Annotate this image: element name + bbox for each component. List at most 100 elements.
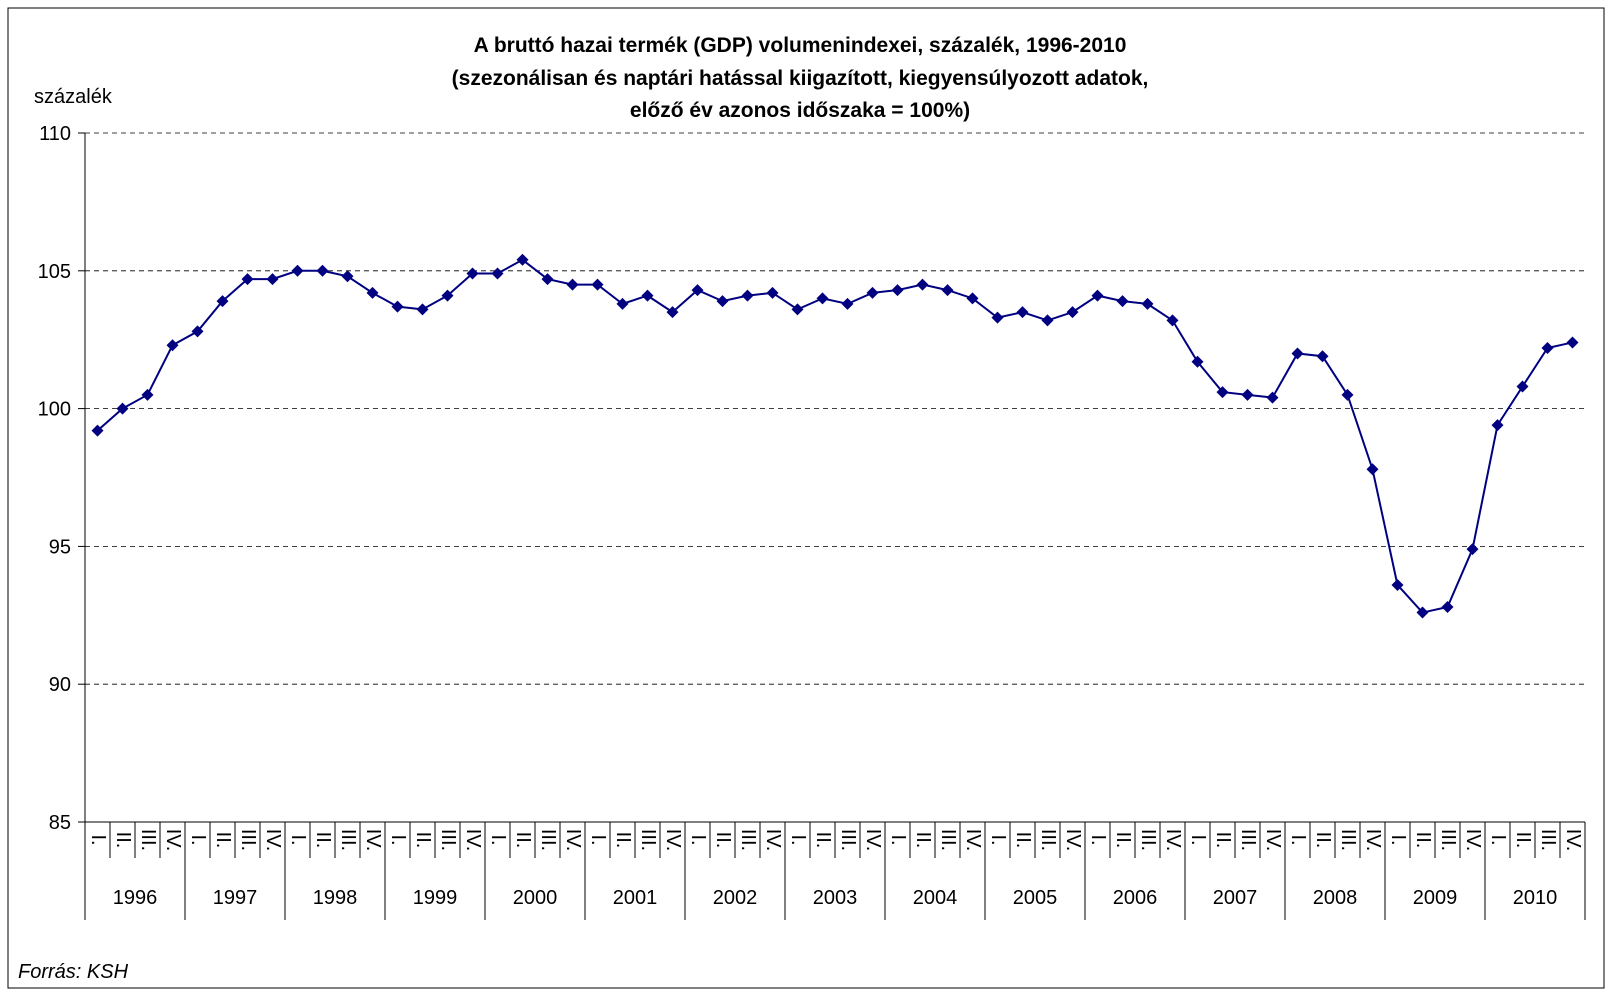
marker bbox=[1391, 578, 1404, 591]
x-tick-label: II. bbox=[112, 832, 134, 849]
marker bbox=[1166, 314, 1179, 327]
x-tick-label: III. bbox=[737, 829, 759, 851]
marker bbox=[316, 264, 329, 277]
marker bbox=[1241, 388, 1254, 401]
marker bbox=[266, 273, 279, 286]
marker bbox=[791, 303, 804, 316]
y-tick-label: 105 bbox=[38, 261, 71, 283]
x-tick-label: II. bbox=[1012, 832, 1034, 849]
marker bbox=[441, 289, 454, 302]
x-tick-label: I. bbox=[1387, 834, 1409, 845]
marker bbox=[1466, 543, 1479, 556]
x-tick-label: I. bbox=[487, 834, 509, 845]
marker bbox=[691, 284, 704, 297]
x-tick-label: III. bbox=[1537, 829, 1559, 851]
chart-subtitle: előző év azonos időszaka = 100%) bbox=[630, 99, 970, 122]
x-tick-label: IV. bbox=[1462, 829, 1484, 852]
year-label: 1997 bbox=[213, 887, 258, 909]
x-tick-label: I. bbox=[687, 834, 709, 845]
year-label: 2004 bbox=[913, 887, 958, 909]
x-tick-label: IV. bbox=[562, 829, 584, 852]
marker bbox=[241, 273, 254, 286]
x-tick-label: IV. bbox=[462, 829, 484, 852]
year-label: 1999 bbox=[413, 887, 458, 909]
year-label: 2006 bbox=[1113, 887, 1158, 909]
marker bbox=[1041, 314, 1054, 327]
marker bbox=[291, 264, 304, 277]
marker bbox=[591, 278, 604, 291]
year-label: 2000 bbox=[513, 887, 558, 909]
x-tick-label: II. bbox=[712, 832, 734, 849]
marker bbox=[1266, 391, 1279, 404]
marker bbox=[741, 289, 754, 302]
x-tick-label: II. bbox=[212, 832, 234, 849]
marker bbox=[141, 388, 154, 401]
marker bbox=[716, 295, 729, 308]
x-tick-label: I. bbox=[387, 834, 409, 845]
x-tick-label: I. bbox=[1487, 834, 1509, 845]
marker bbox=[1316, 350, 1329, 363]
y-tick-label: 85 bbox=[49, 812, 71, 834]
marker bbox=[191, 325, 204, 338]
x-tick-label: I. bbox=[87, 834, 109, 845]
x-tick-label: III. bbox=[137, 829, 159, 851]
marker bbox=[1066, 306, 1079, 319]
x-tick-label: I. bbox=[987, 834, 1009, 845]
marker bbox=[1541, 341, 1554, 354]
x-tick-label: I. bbox=[887, 834, 909, 845]
marker bbox=[1566, 336, 1579, 349]
marker bbox=[366, 286, 379, 299]
x-tick-label: III. bbox=[1337, 829, 1359, 851]
x-tick-label: I. bbox=[587, 834, 609, 845]
x-tick-label: II. bbox=[1412, 832, 1434, 849]
marker bbox=[1016, 306, 1029, 319]
marker bbox=[91, 424, 104, 437]
marker bbox=[1216, 386, 1229, 399]
x-tick-label: IV. bbox=[762, 829, 784, 852]
x-tick-label: IV. bbox=[662, 829, 684, 852]
x-tick-label: III. bbox=[837, 829, 859, 851]
marker bbox=[1116, 295, 1129, 308]
year-label: 2010 bbox=[1513, 887, 1558, 909]
marker bbox=[1416, 606, 1429, 619]
x-tick-label: IV. bbox=[1062, 829, 1084, 852]
marker bbox=[991, 311, 1004, 324]
x-tick-label: IV. bbox=[162, 829, 184, 852]
year-label: 2008 bbox=[1313, 887, 1358, 909]
marker bbox=[891, 284, 904, 297]
x-tick-label: III. bbox=[237, 829, 259, 851]
marker bbox=[816, 292, 829, 305]
x-tick-label: I. bbox=[787, 834, 809, 845]
x-tick-label: I. bbox=[187, 834, 209, 845]
marker bbox=[416, 303, 429, 316]
x-tick-label: II. bbox=[312, 832, 334, 849]
x-tick-label: I. bbox=[287, 834, 309, 845]
marker bbox=[341, 270, 354, 283]
x-tick-label: III. bbox=[1137, 829, 1159, 851]
x-tick-label: IV. bbox=[362, 829, 384, 852]
x-tick-label: III. bbox=[1037, 829, 1059, 851]
year-label: 2007 bbox=[1213, 887, 1258, 909]
x-tick-label: IV. bbox=[862, 829, 884, 852]
x-tick-label: IV. bbox=[1162, 829, 1184, 852]
x-tick-label: II. bbox=[1112, 832, 1134, 849]
x-tick-label: II. bbox=[812, 832, 834, 849]
y-axis-label: százalék bbox=[34, 86, 113, 108]
chart-title: A bruttó hazai termék (GDP) volumenindex… bbox=[474, 34, 1127, 57]
marker bbox=[466, 267, 479, 280]
x-tick-label: III. bbox=[637, 829, 659, 851]
chart-subtitle: (szezonálisan és naptári hatással kiigaz… bbox=[452, 67, 1149, 90]
marker bbox=[616, 297, 629, 310]
marker bbox=[566, 278, 579, 291]
marker bbox=[541, 273, 554, 286]
source: Forrás: KSH bbox=[18, 961, 129, 983]
marker bbox=[1341, 388, 1354, 401]
x-tick-label: IV. bbox=[1362, 829, 1384, 852]
x-tick-label: II. bbox=[612, 832, 634, 849]
x-tick-label: III. bbox=[537, 829, 559, 851]
marker bbox=[1141, 297, 1154, 310]
x-tick-label: III. bbox=[337, 829, 359, 851]
x-tick-label: II. bbox=[1312, 832, 1334, 849]
marker bbox=[116, 402, 129, 415]
